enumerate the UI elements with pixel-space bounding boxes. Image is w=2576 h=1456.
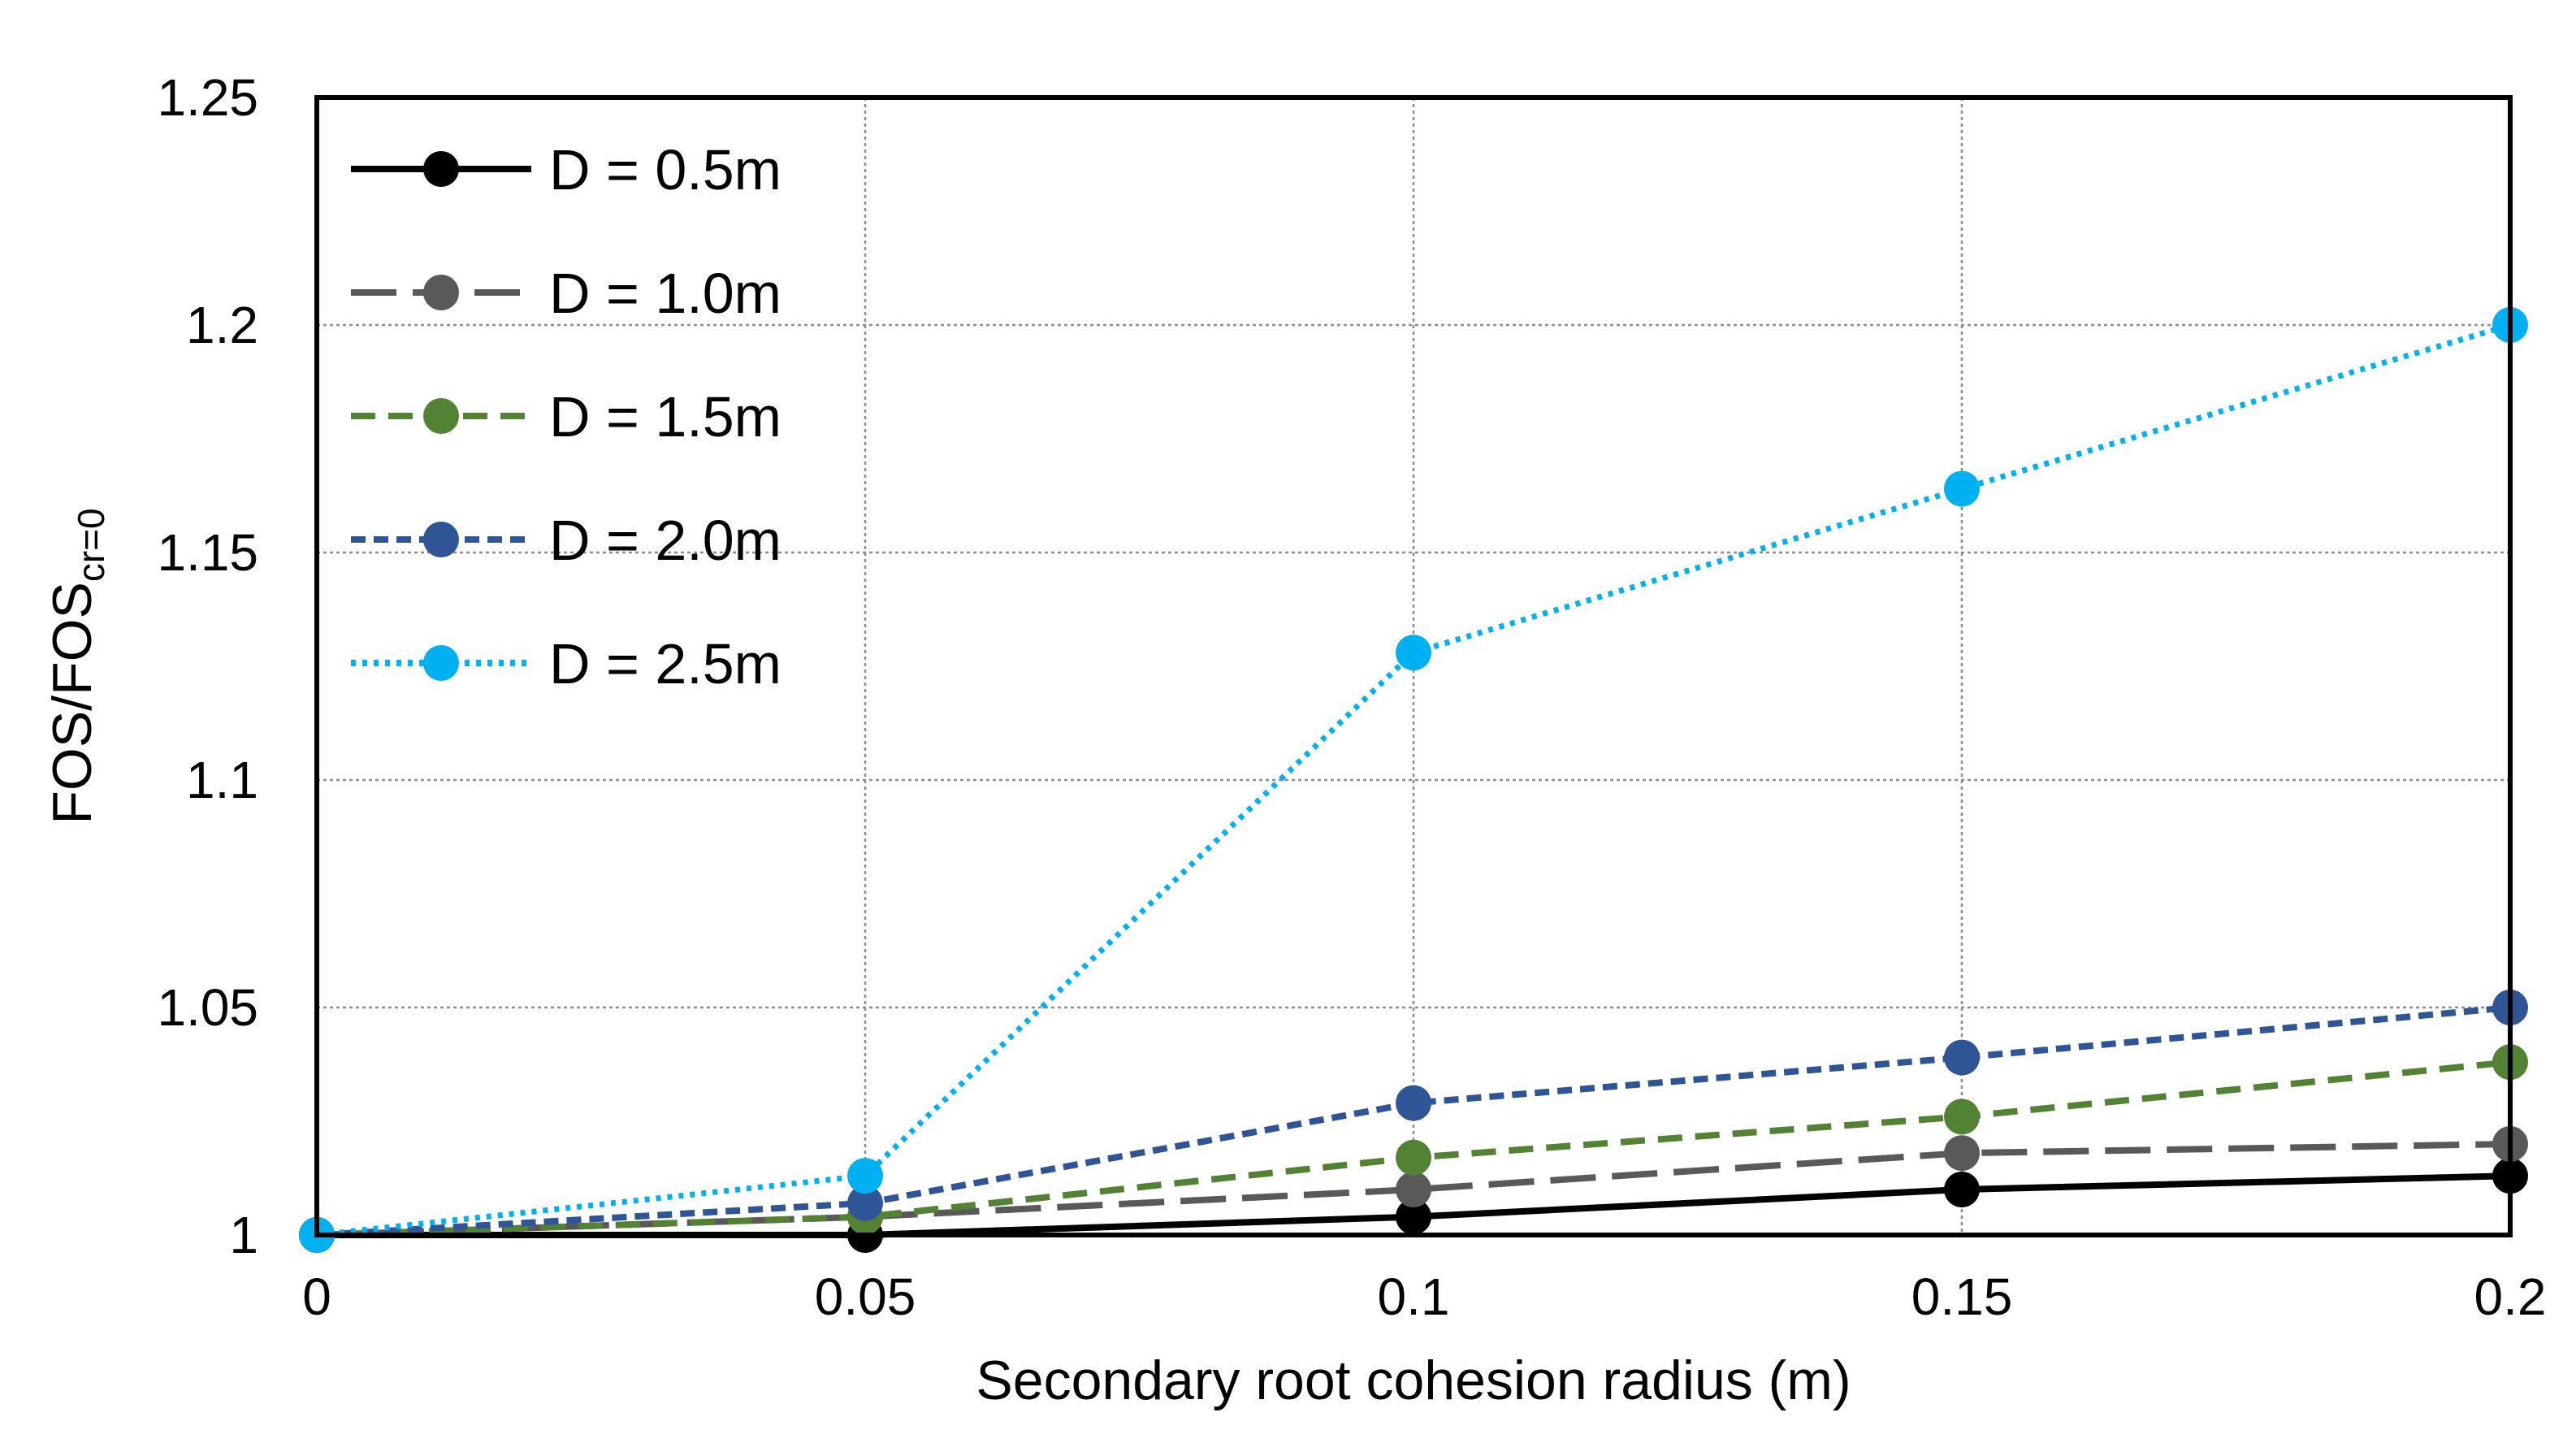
legend-label: D = 1.5m — [549, 385, 781, 448]
data-point — [847, 1185, 883, 1221]
legend-label: D = 0.5m — [549, 138, 781, 202]
legend-marker — [423, 275, 459, 310]
data-point — [1396, 1139, 1431, 1176]
legend-entry: D = 0.5m — [351, 138, 781, 202]
x-tick-label: 0.2 — [2474, 1268, 2547, 1326]
plot-area-frame — [314, 95, 2513, 1237]
y-axis-title: FOS/FOScr=0 — [41, 508, 112, 824]
y-tick-label: 1.25 — [157, 68, 258, 127]
legend-label: D = 1.0m — [549, 262, 781, 325]
legend-label: D = 2.5m — [549, 632, 781, 696]
y-tick-label: 1.2 — [186, 296, 258, 354]
y-axis-title-subscript: cr=0 — [70, 508, 112, 582]
data-point — [1944, 1039, 1980, 1076]
series-5 — [299, 307, 2528, 1253]
y-tick-label: 1.15 — [157, 523, 258, 582]
legend-marker — [423, 151, 459, 187]
y-tick-label: 1.1 — [186, 751, 258, 809]
y-tick-label: 1 — [229, 1206, 258, 1264]
y-tick-label: 1.05 — [157, 978, 258, 1037]
legend-entry: D = 1.0m — [351, 262, 781, 325]
legend-marker — [423, 645, 459, 681]
legend-marker — [423, 398, 459, 434]
gridlines — [317, 98, 2510, 1235]
series-line — [316, 1004, 2511, 1238]
data-point — [847, 1158, 883, 1194]
data-series — [299, 307, 2528, 1253]
data-point — [1944, 1172, 1980, 1207]
x-tick-label: 0 — [302, 1268, 331, 1326]
legend: D = 0.5m D = 1.0m D = 1.5m D = 2.0m D = 2.5m — [351, 138, 781, 696]
data-point — [1944, 1135, 1980, 1172]
tick-labels: 1 1.05 1.1 1.15 1.2 1.25 0 0.05 0.1 0.15 0.2 — [157, 68, 2546, 1326]
y-axis-title-main: FOS/FOS — [41, 582, 103, 824]
series-line — [316, 1141, 2511, 1238]
x-tick-label: 0.15 — [1911, 1268, 2013, 1326]
legend-label: D = 2.0m — [549, 509, 781, 572]
data-point — [1396, 1198, 1431, 1235]
legend-entry: D = 2.5m — [351, 632, 781, 696]
data-point — [1396, 1172, 1431, 1207]
data-point — [1396, 635, 1431, 671]
legend-marker — [423, 522, 459, 557]
legend-entry: D = 2.0m — [351, 509, 781, 572]
x-tick-label: 0.1 — [1378, 1268, 1450, 1326]
x-axis-title: Secondary root cohesion radius (m) — [976, 1350, 1851, 1411]
data-point — [1944, 1098, 1980, 1135]
legend-entry: D = 1.5m — [351, 385, 781, 448]
x-tick-label: 0.05 — [815, 1268, 916, 1326]
data-point — [1396, 1085, 1431, 1121]
data-point — [1944, 470, 1980, 507]
